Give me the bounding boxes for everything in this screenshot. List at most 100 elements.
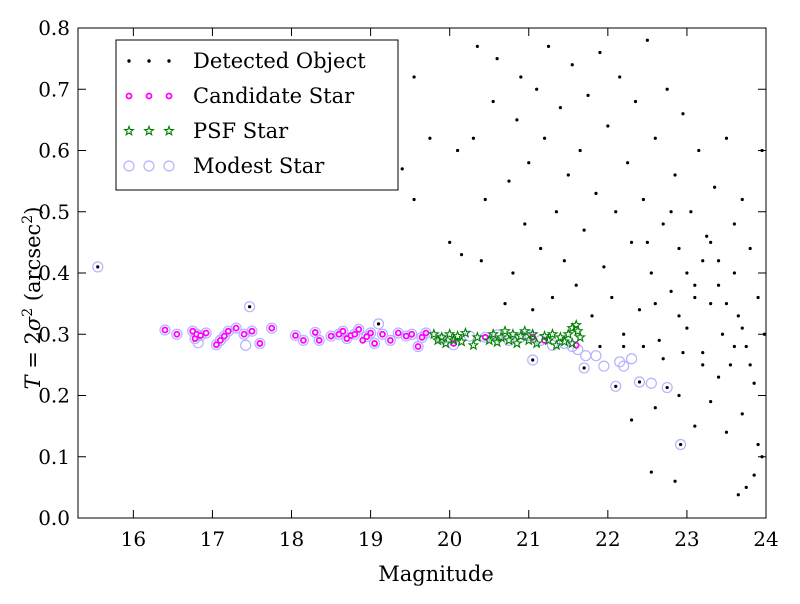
candidate-star-point — [212, 341, 220, 349]
detected-object-point — [412, 197, 416, 202]
candidate-star-point — [216, 336, 224, 344]
psf-star-point — [542, 334, 555, 346]
detected-object-point — [645, 38, 649, 42]
detected-object-point — [732, 271, 736, 275]
legend-label-candidate: Candidate Star — [193, 84, 355, 108]
candidate-star-point — [240, 330, 248, 338]
candidate-star-point — [386, 336, 394, 344]
detected-object-point — [724, 302, 729, 306]
modest-star-point — [645, 377, 657, 389]
modest-star-point — [240, 339, 252, 351]
candidate-star-point — [359, 336, 367, 344]
detected-object-point — [744, 485, 748, 489]
detected-object-point — [483, 197, 487, 202]
modest-star-point — [159, 324, 171, 336]
candidate-star-point — [355, 325, 363, 333]
detected-object-point — [709, 302, 713, 306]
detected-object-point — [720, 332, 725, 336]
detected-object-point — [645, 240, 649, 244]
detected-object-point — [96, 265, 100, 269]
y-tick-label: 0.8 — [38, 16, 70, 40]
detected-object-point — [653, 302, 657, 306]
candidate-star-point — [408, 330, 416, 338]
y-label-unit: (arcsec — [21, 224, 45, 308]
x-tick-label: 21 — [516, 527, 541, 551]
detected-object-point — [455, 148, 460, 153]
modest-star-point — [313, 334, 325, 346]
detected-object-point — [637, 308, 642, 312]
y-label-exp2: 2 — [20, 215, 36, 224]
psf-star-point — [467, 339, 480, 351]
psf-star-point — [566, 321, 579, 334]
y-label-sigma: σ — [21, 316, 45, 331]
detected-object-point — [519, 75, 523, 79]
candidate-star-point — [414, 343, 422, 350]
y-label-close: ) — [21, 207, 45, 215]
candidate-star-point — [268, 324, 276, 332]
psf-star-point — [503, 334, 515, 346]
candidate-star-point — [422, 329, 430, 337]
x-tick-label: 20 — [437, 527, 462, 551]
detected-object-point — [629, 418, 634, 422]
candidate-star-point — [248, 327, 256, 335]
detected-object-point — [673, 173, 677, 177]
detected-object-point — [709, 240, 713, 244]
detected-object-point — [752, 381, 756, 385]
detected-object-point — [673, 479, 677, 483]
legend-label-detected: Detected Object — [193, 49, 366, 73]
psf-star-point — [562, 328, 575, 340]
detected-object-point — [614, 384, 618, 388]
detected-object-point — [574, 283, 578, 287]
psf-star-point — [570, 318, 583, 331]
legend-marker-modest — [123, 160, 175, 172]
detected-object-point — [756, 442, 760, 447]
candidate-star-point — [315, 336, 323, 344]
detected-object-point — [594, 191, 598, 195]
candidate-star-point — [351, 330, 359, 338]
detected-object-point — [511, 271, 515, 275]
y-tick-label: 0.2 — [38, 384, 70, 408]
detected-object-point — [661, 357, 665, 361]
modest-star-point — [614, 356, 626, 368]
y-tick-label: 0.6 — [38, 139, 70, 163]
modest-star-point — [222, 325, 234, 337]
detected-object-point — [678, 442, 683, 447]
detected-object-point — [748, 363, 752, 367]
detected-object-point — [709, 400, 713, 404]
psf-star-point — [571, 324, 584, 337]
detected-object-point — [685, 326, 689, 330]
legend-marker-detected — [127, 59, 171, 63]
psf-star-point — [507, 328, 519, 340]
psf-star-point — [427, 328, 440, 340]
detected-object-point — [665, 87, 669, 91]
candidate-star-point — [232, 324, 240, 332]
legend-marker-candidate — [125, 92, 173, 100]
detected-object-point — [677, 246, 681, 251]
y-label-exp1: 2 — [20, 308, 36, 317]
detected-object-point — [554, 210, 559, 214]
detected-object-point — [689, 210, 693, 214]
detected-object-point — [716, 283, 721, 287]
modest-star-point — [297, 334, 309, 346]
psf-star-point — [518, 324, 531, 337]
detected-object-point — [546, 44, 551, 48]
candidate-star-point — [256, 340, 264, 347]
psf-star-point — [435, 331, 448, 343]
candidate-star-point — [197, 332, 204, 339]
detected-object-point — [503, 302, 507, 306]
modest-star-point — [590, 350, 602, 362]
modest-star-point — [244, 301, 256, 313]
psf-star-point — [451, 329, 464, 342]
candidate-star-point — [327, 332, 335, 340]
modest-star-point — [266, 322, 278, 334]
candidate-star-point — [402, 332, 410, 340]
detected-object-point — [495, 57, 499, 61]
psf-star-point — [483, 334, 496, 346]
detected-object-point — [681, 351, 685, 355]
x-tick-label: 22 — [595, 527, 620, 551]
modest-star-point — [661, 381, 673, 394]
detected-object-point — [448, 240, 452, 244]
x-tick-label: 16 — [121, 527, 146, 551]
